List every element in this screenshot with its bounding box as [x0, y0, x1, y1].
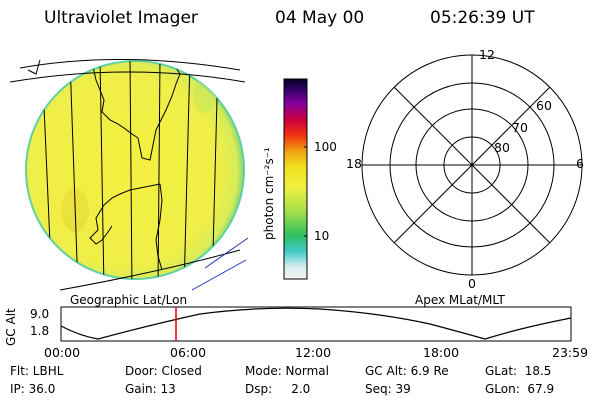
altitude-ylabel: GC Alt [4, 308, 18, 346]
altitude-xtick: 23:59 [552, 345, 589, 360]
date-label: 04 May 00 [275, 8, 365, 28]
mlat-label-80: 80 [494, 140, 510, 155]
mlt-label-12: 12 [479, 47, 495, 62]
mode-status: Mode: Normal [245, 364, 329, 378]
glon-status: GLon: 67.9 [485, 382, 555, 396]
mlt-label-6: 6 [576, 156, 584, 171]
mlat-label-60: 60 [536, 98, 552, 113]
colorbar-unit-label: photon cm⁻²s⁻¹ [262, 147, 276, 240]
filter-status: Flt: LBHL [10, 364, 64, 378]
colorbar-tick-100: 100 [314, 140, 337, 154]
dsp-status: Dsp: 2.0 [245, 382, 311, 396]
altitude-ytick-low: 1.8 [30, 324, 50, 338]
glat-status: GLat: 18.5 [485, 364, 552, 378]
ip-status: IP: 36.0 [10, 382, 56, 396]
altitude-plot [60, 306, 572, 342]
time-label: 05:26:39 UT [430, 8, 535, 28]
altitude-xtick: 18:00 [423, 345, 460, 360]
altitude-xtick: 06:00 [170, 345, 207, 360]
earth-disk-image [9, 58, 249, 291]
gain-status: Gain: 13 [125, 382, 176, 396]
apex-caption: Apex MLat/MLT [415, 293, 505, 307]
gc-alt-status: GC Alt: 6.9 Re [365, 364, 449, 378]
geographic-caption: Geographic Lat/Lon [70, 293, 188, 307]
mlat-label-70: 70 [512, 120, 528, 135]
altitude-xtick: 00:00 [44, 345, 81, 360]
seq-status: Seq: 39 [365, 382, 411, 396]
polar-plot [361, 54, 583, 276]
mlt-label-0: 0 [468, 276, 476, 291]
altitude-xtick: 12:00 [295, 345, 332, 360]
instrument-title: Ultraviolet Imager [44, 8, 198, 28]
colorbar-tick-10: 10 [314, 229, 330, 243]
altitude-ytick-high: 9.0 [30, 307, 50, 321]
mlt-label-18: 18 [346, 156, 362, 171]
color-scale-bar [283, 78, 308, 280]
door-status: Door: Closed [125, 364, 202, 378]
